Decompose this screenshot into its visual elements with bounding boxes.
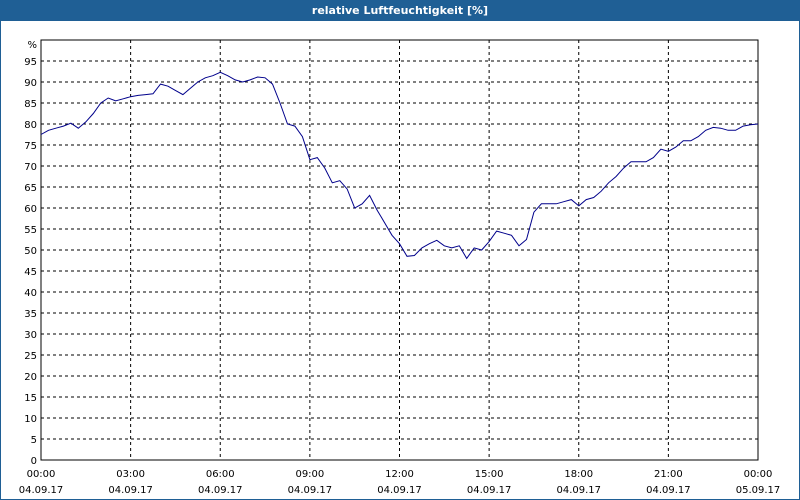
x-tick-time: 12:00 [385,469,414,480]
x-tick-date: 04.09.17 [108,485,153,496]
y-tick-label: 75 [24,141,37,152]
x-tick-date: 05.09.17 [736,485,781,496]
y-tick-label: 95 [24,57,37,68]
x-tick-time: 00:00 [744,469,773,480]
x-tick-time: 18:00 [564,469,593,480]
x-tick-date: 04.09.17 [646,485,691,496]
x-tick-date: 04.09.17 [377,485,422,496]
y-tick-label: 85 [24,99,37,110]
x-axis-ticks: 00:00 04.09.17 03:00 04.09.17 06:00 04.09.17 0… [19,469,781,496]
y-tick-label: 60 [24,204,37,215]
y-tick-label: 40 [24,288,37,299]
x-tick-date: 04.09.17 [198,485,243,496]
y-tick-label: 35 [24,309,37,320]
y-tick-label: 80 [24,120,37,131]
series-line [40,71,759,260]
y-tick-label: 30 [24,330,37,341]
y-tick-label: 45 [24,267,37,278]
y-tick-label: 50 [24,246,37,257]
y-tick-label: 0 [31,456,37,467]
y-tick-label: 15 [24,393,37,404]
x-tick-date: 04.09.17 [288,485,333,496]
x-tick-time: 21:00 [654,469,683,480]
y-tick-label: 20 [24,372,37,383]
grid-lines [41,40,758,460]
x-tick-date: 04.09.17 [556,485,601,496]
x-tick-time: 15:00 [475,469,504,480]
y-tick-label: 65 [24,183,37,194]
y-axis-label: % [27,40,37,51]
y-tick-label: 10 [24,414,37,425]
x-tick-time: 03:00 [116,469,145,480]
x-tick-date: 04.09.17 [467,485,512,496]
y-tick-label: 25 [24,351,37,362]
y-tick-label: 70 [24,162,37,173]
y-tick-label: 5 [31,435,37,446]
y-axis-ticks: 0 5 10 15 20 25 30 35 40 45 50 55 60 65 70 75 80 85 90 95 [24,57,37,467]
series-group [40,71,759,260]
x-tick-time: 00:00 [27,469,56,480]
x-tick-time: 06:00 [206,469,235,480]
x-tick-time: 09:00 [295,469,324,480]
x-tick-date: 04.09.17 [19,485,64,496]
y-tick-label: 55 [24,225,37,236]
window-title: relative Luftfeuchtigkeit [%] [1,1,799,21]
y-tick-label: 90 [24,78,37,89]
